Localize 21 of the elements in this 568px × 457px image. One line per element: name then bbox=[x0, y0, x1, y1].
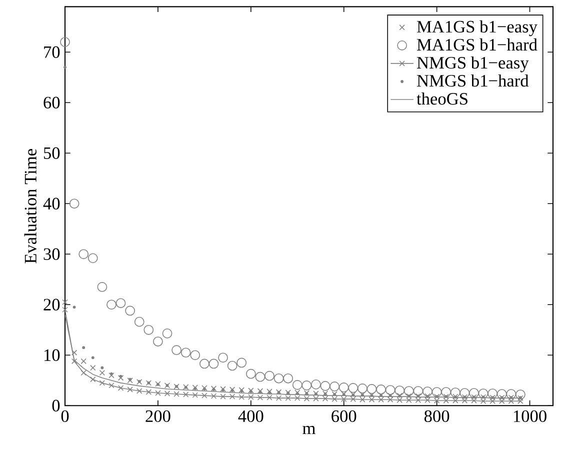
y-tick-label: 40 bbox=[43, 198, 60, 210]
y-tick-label: 30 bbox=[44, 248, 60, 260]
y-tick-label: 0 bbox=[52, 400, 60, 412]
legend-label: theoGS bbox=[416, 92, 468, 105]
y-tick-label: 50 bbox=[44, 147, 60, 159]
y-tick-label: 20 bbox=[44, 298, 60, 310]
legend-label: NMGS b1−easy bbox=[417, 56, 529, 72]
legend-label: MA1GS b1−easy bbox=[417, 20, 538, 36]
y-tick-label: 60 bbox=[44, 96, 60, 108]
y-axis-title: Evaluation Time bbox=[24, 149, 36, 264]
y-tick-label: 70 bbox=[44, 46, 60, 58]
x-tick-label: 800 bbox=[424, 410, 450, 422]
legend-label: NMGS b1−hard bbox=[417, 74, 529, 87]
x-tick-label: 600 bbox=[332, 410, 356, 422]
x-tick-label: 1000 bbox=[514, 410, 546, 422]
x-tick-label: 0 bbox=[61, 410, 69, 422]
x-axis-title: m bbox=[302, 426, 316, 434]
y-tick-label: 10 bbox=[44, 349, 60, 361]
x-tick-label: 400 bbox=[238, 410, 264, 422]
legend-label: MA1GS b1−hard bbox=[417, 38, 538, 51]
x-tick-label: 200 bbox=[146, 410, 170, 422]
